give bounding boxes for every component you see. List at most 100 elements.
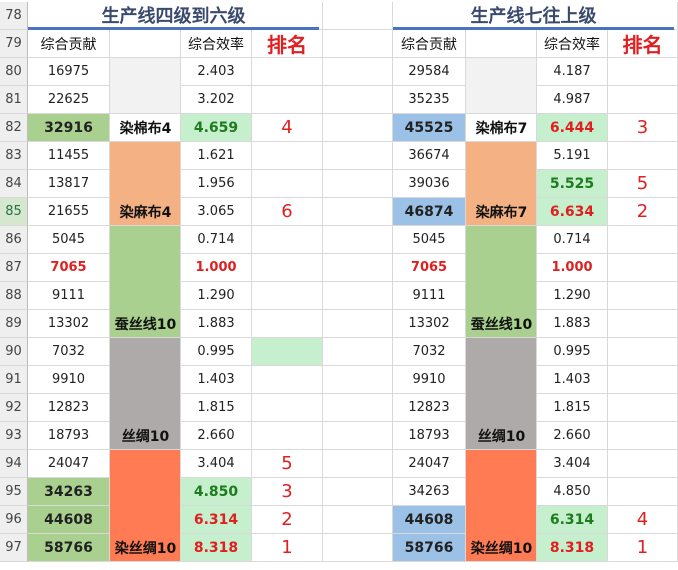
efficiency: 1.883	[537, 310, 608, 338]
section-title: 生产线七往上级	[393, 2, 674, 30]
contribution: 9111	[28, 282, 110, 310]
efficiency: 6.314	[181, 506, 252, 534]
empty-cell	[323, 170, 393, 198]
contribution: 32916	[28, 114, 110, 142]
rank	[608, 58, 678, 86]
line-name: 染麻布4	[119, 205, 172, 221]
efficiency: 8.318	[181, 534, 252, 562]
group-fill	[466, 114, 537, 142]
rank	[252, 310, 323, 338]
row-number: 78	[0, 2, 28, 30]
contribution: 34263	[393, 478, 466, 506]
empty-cell	[323, 142, 393, 170]
efficiency: 4.187	[537, 58, 608, 86]
efficiency: 4.987	[537, 86, 608, 114]
group-fill	[466, 226, 537, 338]
contribution: 58766	[28, 534, 110, 562]
contribution: 29584	[393, 58, 466, 86]
row-number: 86	[0, 226, 28, 254]
efficiency: 5.525	[537, 170, 608, 198]
rank	[252, 338, 323, 366]
empty-cell	[323, 30, 393, 58]
contribution: 35235	[393, 86, 466, 114]
row-number: 83	[0, 142, 28, 170]
rank	[252, 394, 323, 422]
section-title: 生产线四级到六级	[28, 2, 319, 30]
rank: 5	[252, 450, 323, 478]
rank	[252, 254, 323, 282]
line-name: 染麻布7	[475, 205, 528, 221]
rank: 3	[252, 478, 323, 506]
line-name: 染丝绸10	[470, 541, 533, 557]
empty-cell	[323, 338, 393, 366]
efficiency: 1.621	[181, 142, 252, 170]
efficiency: 2.660	[537, 422, 608, 450]
row-number: 97	[0, 534, 28, 562]
contribution: 12823	[28, 394, 110, 422]
contribution: 22625	[28, 86, 110, 114]
contribution: 7065	[393, 254, 466, 282]
contribution: 46874	[393, 198, 466, 226]
efficiency: 1.290	[181, 282, 252, 310]
contribution: 21655	[28, 198, 110, 226]
contribution: 9111	[393, 282, 466, 310]
empty-cell	[323, 226, 393, 254]
row-number: 94	[0, 450, 28, 478]
row-number: 85	[0, 198, 28, 226]
contribution: 5045	[393, 226, 466, 254]
efficiency: 1.956	[181, 170, 252, 198]
contribution: 44608	[28, 506, 110, 534]
efficiency: 3.404	[537, 450, 608, 478]
title-pad	[319, 2, 323, 30]
group-fill	[110, 114, 181, 142]
contribution: 13817	[28, 170, 110, 198]
contribution: 39036	[393, 170, 466, 198]
line-name: 蚕丝线10	[114, 317, 177, 333]
row-number: 89	[0, 310, 28, 338]
rank	[608, 310, 678, 338]
rank: 4	[252, 114, 323, 142]
empty-cell	[323, 422, 393, 450]
rank	[608, 422, 678, 450]
efficiency: 4.850	[537, 478, 608, 506]
empty-cell	[323, 478, 393, 506]
empty-cell	[323, 366, 393, 394]
row-number: 87	[0, 254, 28, 282]
contribution: 7032	[393, 338, 466, 366]
contribution: 13302	[28, 310, 110, 338]
empty-cell	[323, 2, 393, 30]
column-header	[466, 30, 537, 58]
contribution: 7032	[28, 338, 110, 366]
efficiency: 5.191	[537, 142, 608, 170]
column-header: 综合贡献	[393, 30, 466, 58]
efficiency: 3.065	[181, 198, 252, 226]
column-header: 排名	[252, 30, 323, 58]
line-name: 染丝绸10	[114, 541, 177, 557]
efficiency: 2.660	[181, 422, 252, 450]
group-fill	[110, 226, 181, 338]
row-number: 96	[0, 506, 28, 534]
empty-cell	[323, 394, 393, 422]
rank	[608, 226, 678, 254]
empty-cell	[323, 534, 393, 562]
rank: 3	[608, 114, 678, 142]
group-fill	[110, 58, 181, 114]
efficiency: 1.000	[537, 254, 608, 282]
contribution: 18793	[28, 422, 110, 450]
column-header: 综合贡献	[28, 30, 110, 58]
contribution: 11455	[28, 142, 110, 170]
contribution: 13302	[393, 310, 466, 338]
row-number: 95	[0, 478, 28, 506]
efficiency: 6.634	[537, 198, 608, 226]
rank	[608, 282, 678, 310]
row-number: 80	[0, 58, 28, 86]
rank	[608, 478, 678, 506]
contribution: 34263	[28, 478, 110, 506]
line-name: 染棉布4	[119, 121, 172, 137]
efficiency: 1.815	[181, 394, 252, 422]
efficiency: 4.850	[181, 478, 252, 506]
contribution: 45525	[393, 114, 466, 142]
row-number: 91	[0, 366, 28, 394]
empty-cell	[323, 506, 393, 534]
